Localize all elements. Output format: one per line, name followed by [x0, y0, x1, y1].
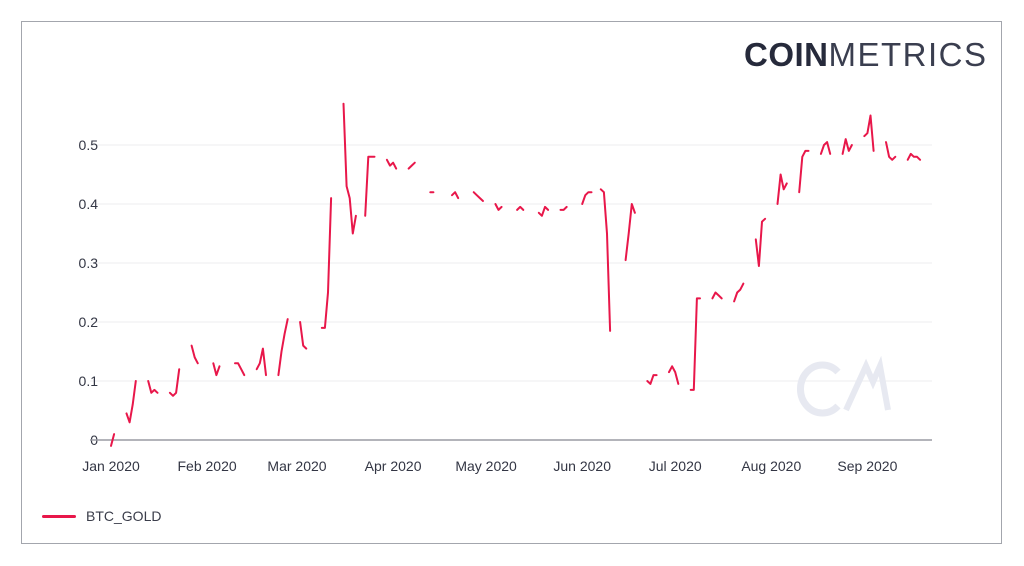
series-segment	[212, 362, 221, 377]
series-segment	[581, 191, 593, 205]
series-segment	[689, 297, 701, 391]
series-segment	[364, 155, 376, 217]
x-tick-label: Jan 2020	[82, 458, 140, 474]
y-tick-label: 0.5	[79, 137, 99, 153]
cm-watermark-icon	[796, 355, 891, 417]
x-tick-label: Aug 2020	[741, 458, 801, 474]
series-segment	[537, 205, 550, 217]
series-segment	[494, 203, 503, 211]
gridlines	[90, 144, 932, 382]
series-segment	[885, 141, 897, 161]
series-segment	[277, 318, 289, 377]
series-segment	[798, 149, 810, 194]
series-segment	[819, 141, 832, 155]
logo-bold-text: COIN	[744, 36, 829, 73]
legend-swatch-btc-gold	[42, 514, 76, 518]
series-segment	[906, 152, 922, 161]
series-segment	[385, 158, 398, 170]
series-segment	[559, 205, 568, 211]
series-segment	[599, 188, 612, 332]
x-axis-ticks: Jan 2020 Feb 2020 Mar 2020 Apr 2020 May 2020…	[82, 458, 897, 474]
x-tick-label: May 2020	[455, 458, 517, 474]
series-segment	[754, 217, 767, 267]
series-segment	[516, 205, 525, 211]
x-tick-label: Jun 2020	[553, 458, 611, 474]
series-segment	[668, 365, 680, 385]
series-segment	[646, 374, 658, 385]
x-tick-label: Feb 2020	[178, 458, 237, 474]
series-segment	[125, 380, 137, 424]
series-segment	[711, 291, 723, 300]
y-tick-label: 0.1	[79, 373, 99, 389]
series-segment	[190, 344, 199, 365]
x-tick-label: Sep 2020	[837, 458, 897, 474]
logo-light-text: METRICS	[828, 36, 988, 73]
legend[interactable]: BTC_GOLD	[42, 508, 161, 524]
series-segment	[863, 114, 875, 152]
series-segment	[407, 161, 416, 170]
legend-label-btc-gold: BTC_GOLD	[86, 508, 162, 524]
x-tick-label: Jul 2020	[649, 458, 702, 474]
y-axis-ticks: 00.10.20.30.40.5	[79, 137, 99, 448]
series-segment	[320, 197, 333, 329]
series-segment	[624, 203, 636, 262]
series-segment	[110, 433, 116, 447]
series-segment	[168, 368, 181, 397]
y-tick-label: 0.4	[79, 196, 99, 212]
series-segment	[234, 362, 246, 377]
series-segment	[299, 321, 308, 350]
series-segment	[472, 191, 484, 202]
y-tick-label: 0.3	[79, 255, 99, 271]
series-segment	[147, 380, 159, 394]
y-tick-label: 0.2	[79, 314, 99, 330]
series-btc-gold	[110, 102, 922, 447]
series-segment	[733, 282, 745, 303]
series-segment	[342, 102, 357, 235]
coinmetrics-logo: COINMETRICS	[744, 38, 988, 71]
series-segment	[841, 138, 853, 155]
series-segment	[255, 347, 267, 377]
series-segment	[451, 191, 460, 200]
x-tick-label: Apr 2020	[365, 458, 422, 474]
series-segment	[776, 173, 788, 205]
chart-frame	[21, 21, 1002, 544]
x-tick-label: Mar 2020	[267, 458, 326, 474]
